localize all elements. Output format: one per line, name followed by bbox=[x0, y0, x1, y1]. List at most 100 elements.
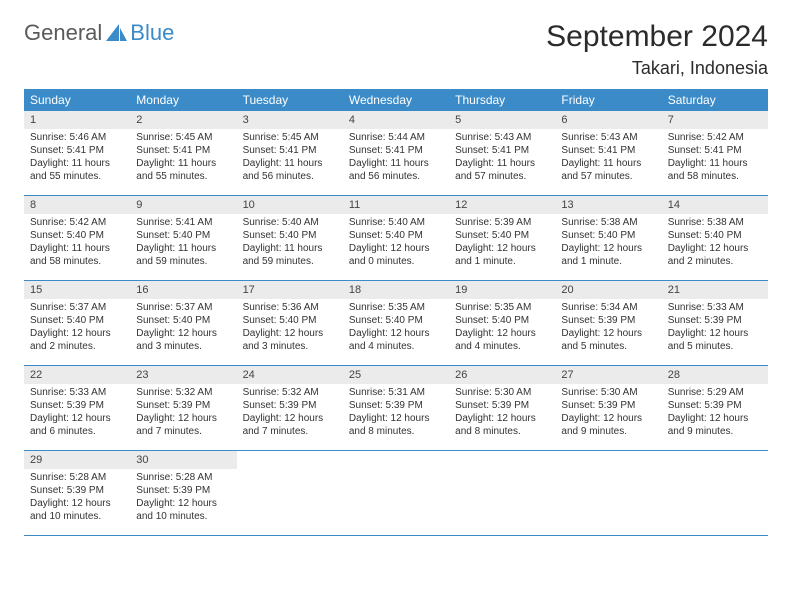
calendar-day-cell: 11Sunrise: 5:40 AMSunset: 5:40 PMDayligh… bbox=[343, 196, 449, 280]
sunset-text: Sunset: 5:40 PM bbox=[136, 229, 230, 242]
day-number bbox=[555, 451, 661, 455]
daylight-text: Daylight: 12 hours and 3 minutes. bbox=[136, 327, 230, 353]
calendar-day-cell: 22Sunrise: 5:33 AMSunset: 5:39 PMDayligh… bbox=[24, 366, 130, 450]
day-details: Sunrise: 5:46 AMSunset: 5:41 PMDaylight:… bbox=[24, 129, 130, 187]
day-number: 1 bbox=[24, 111, 130, 129]
daylight-text: Daylight: 12 hours and 2 minutes. bbox=[30, 327, 124, 353]
sunset-text: Sunset: 5:40 PM bbox=[243, 229, 337, 242]
sunrise-text: Sunrise: 5:43 AM bbox=[561, 131, 655, 144]
day-details: Sunrise: 5:35 AMSunset: 5:40 PMDaylight:… bbox=[343, 299, 449, 357]
sunrise-text: Sunrise: 5:32 AM bbox=[243, 386, 337, 399]
weekday-header: Saturday bbox=[662, 89, 768, 111]
day-number: 30 bbox=[130, 451, 236, 469]
sunset-text: Sunset: 5:40 PM bbox=[243, 314, 337, 327]
day-details: Sunrise: 5:45 AMSunset: 5:41 PMDaylight:… bbox=[237, 129, 343, 187]
weekday-header: Thursday bbox=[449, 89, 555, 111]
day-details: Sunrise: 5:38 AMSunset: 5:40 PMDaylight:… bbox=[555, 214, 661, 272]
day-number: 4 bbox=[343, 111, 449, 129]
calendar-day-cell: 6Sunrise: 5:43 AMSunset: 5:41 PMDaylight… bbox=[555, 111, 661, 195]
calendar-day-cell: 16Sunrise: 5:37 AMSunset: 5:40 PMDayligh… bbox=[130, 281, 236, 365]
day-details: Sunrise: 5:35 AMSunset: 5:40 PMDaylight:… bbox=[449, 299, 555, 357]
calendar-day-cell: 24Sunrise: 5:32 AMSunset: 5:39 PMDayligh… bbox=[237, 366, 343, 450]
brand-logo: General Blue bbox=[24, 20, 174, 46]
sunset-text: Sunset: 5:39 PM bbox=[668, 399, 762, 412]
sunset-text: Sunset: 5:39 PM bbox=[561, 314, 655, 327]
day-details: Sunrise: 5:32 AMSunset: 5:39 PMDaylight:… bbox=[130, 384, 236, 442]
sunset-text: Sunset: 5:41 PM bbox=[455, 144, 549, 157]
daylight-text: Daylight: 12 hours and 5 minutes. bbox=[668, 327, 762, 353]
calendar-day-cell: 26Sunrise: 5:30 AMSunset: 5:39 PMDayligh… bbox=[449, 366, 555, 450]
calendar-day-cell: 9Sunrise: 5:41 AMSunset: 5:40 PMDaylight… bbox=[130, 196, 236, 280]
calendar-grid: Sunday Monday Tuesday Wednesday Thursday… bbox=[24, 89, 768, 536]
day-details: Sunrise: 5:44 AMSunset: 5:41 PMDaylight:… bbox=[343, 129, 449, 187]
calendar-day-cell: 21Sunrise: 5:33 AMSunset: 5:39 PMDayligh… bbox=[662, 281, 768, 365]
daylight-text: Daylight: 12 hours and 2 minutes. bbox=[668, 242, 762, 268]
day-number: 8 bbox=[24, 196, 130, 214]
sunset-text: Sunset: 5:41 PM bbox=[561, 144, 655, 157]
calendar-day-cell: 5 Sunrise: 5:43 AMSunset: 5:41 PMDaylight… bbox=[449, 111, 555, 195]
day-number: 10 bbox=[237, 196, 343, 214]
daylight-text: Daylight: 12 hours and 0 minutes. bbox=[349, 242, 443, 268]
weekday-header: Friday bbox=[555, 89, 661, 111]
brand-word-1: General bbox=[24, 20, 102, 46]
calendar-day-cell: 12Sunrise: 5:39 AMSunset: 5:40 PMDayligh… bbox=[449, 196, 555, 280]
day-number: 12 bbox=[449, 196, 555, 214]
daylight-text: Daylight: 11 hours and 57 minutes. bbox=[455, 157, 549, 183]
day-number bbox=[237, 451, 343, 455]
day-details: Sunrise: 5:37 AMSunset: 5:40 PMDaylight:… bbox=[130, 299, 236, 357]
sunrise-text: Sunrise: 5:41 AM bbox=[136, 216, 230, 229]
day-number bbox=[662, 451, 768, 455]
day-number bbox=[449, 451, 555, 455]
day-details: Sunrise: 5:41 AMSunset: 5:40 PMDaylight:… bbox=[130, 214, 236, 272]
calendar-day-cell: 20Sunrise: 5:34 AMSunset: 5:39 PMDayligh… bbox=[555, 281, 661, 365]
day-details: Sunrise: 5:29 AMSunset: 5:39 PMDaylight:… bbox=[662, 384, 768, 442]
day-details: Sunrise: 5:40 AMSunset: 5:40 PMDaylight:… bbox=[237, 214, 343, 272]
day-number: 3 bbox=[237, 111, 343, 129]
day-number: 15 bbox=[24, 281, 130, 299]
daylight-text: Daylight: 12 hours and 7 minutes. bbox=[136, 412, 230, 438]
sunrise-text: Sunrise: 5:28 AM bbox=[30, 471, 124, 484]
daylight-text: Daylight: 12 hours and 4 minutes. bbox=[455, 327, 549, 353]
sunrise-text: Sunrise: 5:45 AM bbox=[136, 131, 230, 144]
calendar-day-cell: 2Sunrise: 5:45 AMSunset: 5:41 PMDaylight… bbox=[130, 111, 236, 195]
day-number: 5 bbox=[449, 111, 555, 129]
daylight-text: Daylight: 12 hours and 5 minutes. bbox=[561, 327, 655, 353]
sunrise-text: Sunrise: 5:30 AM bbox=[455, 386, 549, 399]
daylight-text: Daylight: 12 hours and 3 minutes. bbox=[243, 327, 337, 353]
day-number: 6 bbox=[555, 111, 661, 129]
calendar-day-cell: 1Sunrise: 5:46 AMSunset: 5:41 PMDaylight… bbox=[24, 111, 130, 195]
day-number bbox=[343, 451, 449, 455]
sunrise-text: Sunrise: 5:37 AM bbox=[136, 301, 230, 314]
sunrise-text: Sunrise: 5:34 AM bbox=[561, 301, 655, 314]
page-header: General Blue September 2024 Takari, Indo… bbox=[24, 20, 768, 79]
daylight-text: Daylight: 11 hours and 56 minutes. bbox=[243, 157, 337, 183]
day-number: 24 bbox=[237, 366, 343, 384]
brand-word-2: Blue bbox=[130, 20, 174, 46]
sunrise-text: Sunrise: 5:42 AM bbox=[668, 131, 762, 144]
day-number: 11 bbox=[343, 196, 449, 214]
sunset-text: Sunset: 5:39 PM bbox=[668, 314, 762, 327]
calendar-day-cell: 13Sunrise: 5:38 AMSunset: 5:40 PMDayligh… bbox=[555, 196, 661, 280]
day-details: Sunrise: 5:28 AMSunset: 5:39 PMDaylight:… bbox=[130, 469, 236, 527]
sunset-text: Sunset: 5:40 PM bbox=[455, 314, 549, 327]
daylight-text: Daylight: 12 hours and 8 minutes. bbox=[349, 412, 443, 438]
calendar-week-row: 1Sunrise: 5:46 AMSunset: 5:41 PMDaylight… bbox=[24, 111, 768, 196]
calendar-day-cell: 17Sunrise: 5:36 AMSunset: 5:40 PMDayligh… bbox=[237, 281, 343, 365]
sunset-text: Sunset: 5:39 PM bbox=[455, 399, 549, 412]
sunrise-text: Sunrise: 5:43 AM bbox=[455, 131, 549, 144]
sunset-text: Sunset: 5:40 PM bbox=[136, 314, 230, 327]
day-details: Sunrise: 5:32 AMSunset: 5:39 PMDaylight:… bbox=[237, 384, 343, 442]
sunset-text: Sunset: 5:41 PM bbox=[243, 144, 337, 157]
sunrise-text: Sunrise: 5:30 AM bbox=[561, 386, 655, 399]
day-number: 7 bbox=[662, 111, 768, 129]
sunset-text: Sunset: 5:41 PM bbox=[136, 144, 230, 157]
day-number: 13 bbox=[555, 196, 661, 214]
day-number: 22 bbox=[24, 366, 130, 384]
sunset-text: Sunset: 5:39 PM bbox=[561, 399, 655, 412]
sunset-text: Sunset: 5:39 PM bbox=[30, 484, 124, 497]
sunset-text: Sunset: 5:41 PM bbox=[668, 144, 762, 157]
day-details: Sunrise: 5:30 AMSunset: 5:39 PMDaylight:… bbox=[555, 384, 661, 442]
month-title: September 2024 bbox=[546, 20, 768, 54]
weeks-container: 1Sunrise: 5:46 AMSunset: 5:41 PMDaylight… bbox=[24, 111, 768, 536]
calendar-day-cell: 4Sunrise: 5:44 AMSunset: 5:41 PMDaylight… bbox=[343, 111, 449, 195]
